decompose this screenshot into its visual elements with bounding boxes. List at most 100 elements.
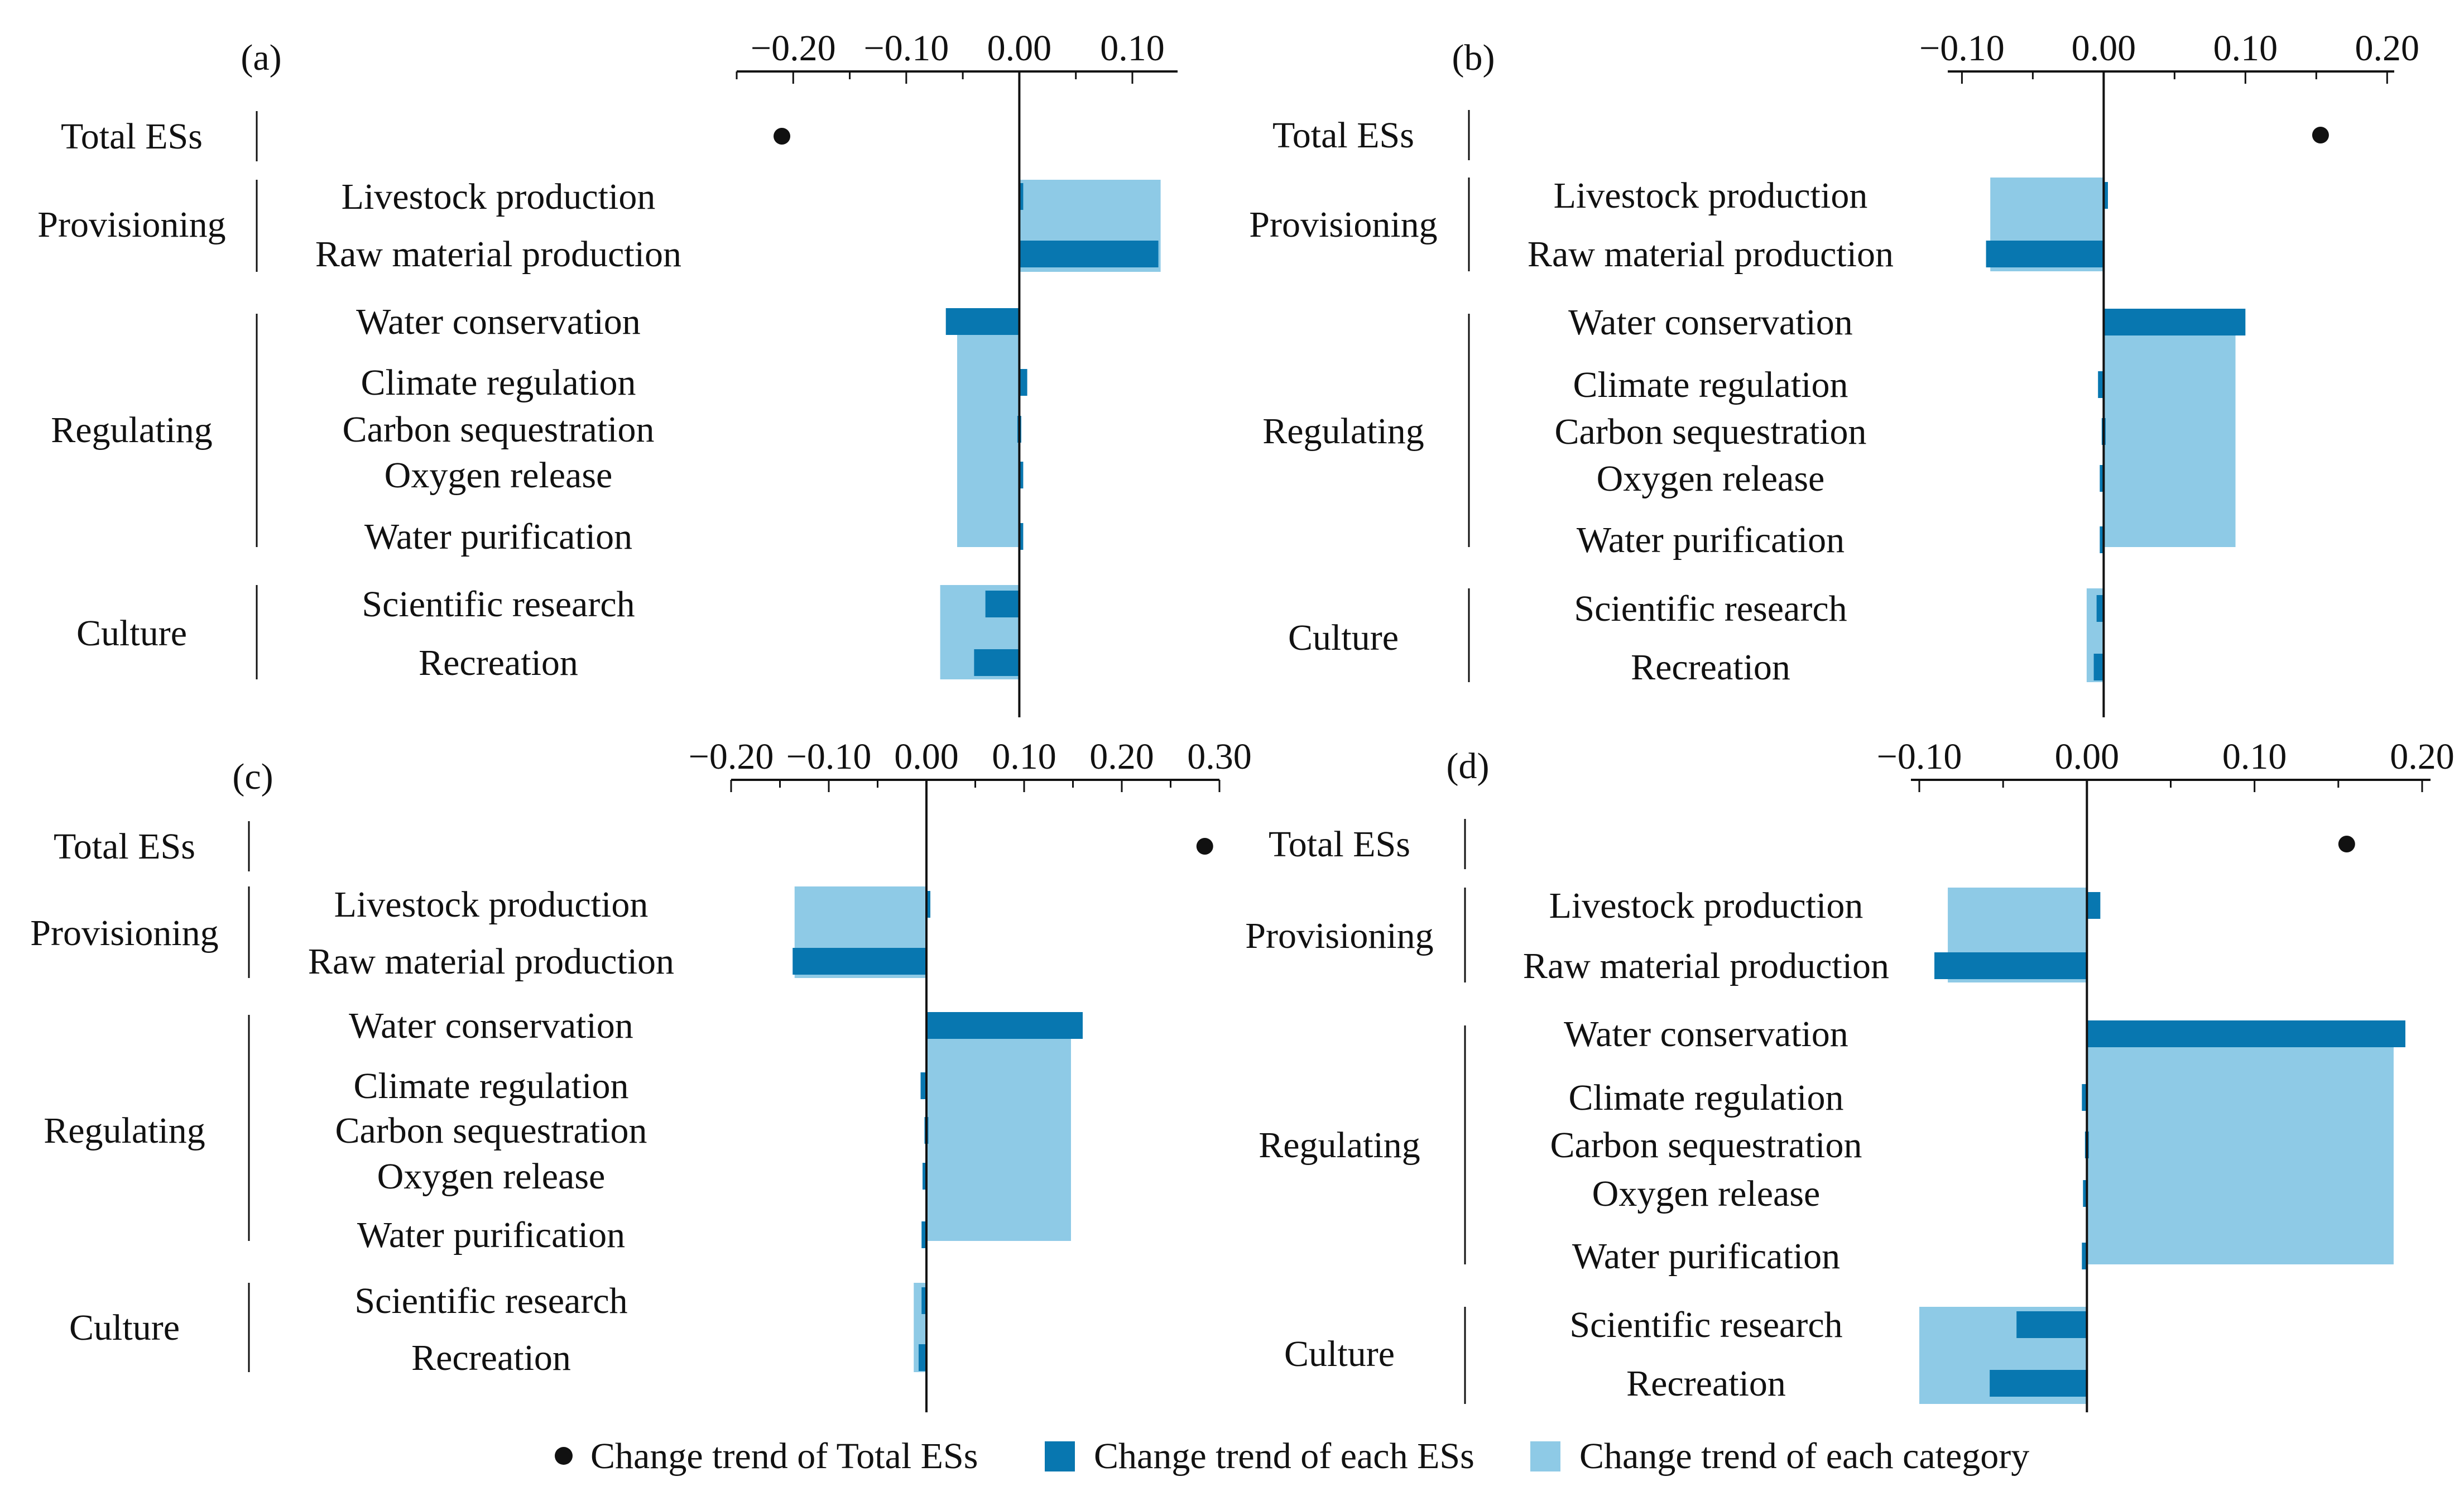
category-label: Regulating — [1259, 1125, 1420, 1166]
item-label: Carbon sequestration — [335, 1110, 647, 1151]
item-label: Livestock production — [1549, 885, 1863, 926]
item-label: Scientific research — [1569, 1305, 1842, 1345]
tick-label: 0.00 — [2055, 736, 2120, 777]
category-label: Provisioning — [1249, 204, 1437, 245]
item-bar-water-conservation — [2087, 1020, 2405, 1047]
item-label: Water purification — [1577, 520, 1845, 560]
tick-label: −0.10 — [1919, 28, 2005, 69]
tick-label: 0.10 — [1100, 28, 1165, 69]
item-bar-scientific-research — [2016, 1311, 2087, 1338]
item-bar-water-purification — [2100, 526, 2104, 553]
item-bar-water-conservation — [2103, 309, 2246, 335]
item-bar-livestock-production — [926, 891, 930, 918]
legend-item-label: Change trend of each ESs — [1094, 1436, 1474, 1477]
item-label: Water conservation — [349, 1005, 633, 1046]
panel-b: (b) −0.10 0.00 0.10 0.20 Total ESs Provisionin… — [1249, 28, 2419, 717]
item-label: Raw material production — [308, 941, 674, 982]
item-label: Scientific research — [362, 584, 635, 625]
tick-label: −0.20 — [751, 28, 836, 69]
category-label: Regulating — [44, 1110, 205, 1151]
item-bar-recreation — [919, 1344, 926, 1371]
total-label: Total ESs — [1272, 115, 1414, 156]
tick-label: 0.00 — [894, 736, 959, 777]
item-bar-recreation — [1990, 1370, 2087, 1397]
item-label: Raw material production — [1528, 234, 1894, 275]
item-bar-scientific-research — [985, 591, 1020, 617]
item-label: Carbon sequestration — [1554, 411, 1866, 452]
total-label: Total ESs — [61, 116, 203, 157]
category-bar-regulating — [2087, 1025, 2394, 1264]
item-bar-oxygen-release — [2100, 465, 2104, 492]
category-bar-regulating — [926, 1015, 1071, 1241]
item-label: Recreation — [1626, 1363, 1786, 1404]
item-bar-livestock-production — [2087, 892, 2101, 919]
item-bar-recreation — [974, 649, 1020, 676]
total-label: Total ESs — [54, 826, 195, 867]
panel-label: (b) — [1452, 37, 1495, 78]
category-label: Culture — [76, 613, 187, 654]
panel-c: (c) −0.20 −0.10 0.00 0.10 0.20 0.30 Total ESs Pr… — [30, 736, 1252, 1412]
category-bar-regulating — [957, 314, 1020, 547]
category-label: Regulating — [1262, 411, 1424, 452]
legend: Change trend of Total ESs Change trend of… — [555, 1436, 2029, 1477]
item-label: Climate regulation — [1568, 1077, 1843, 1118]
item-label: Oxygen release — [385, 455, 613, 496]
tick-label: 0.10 — [2213, 28, 2278, 69]
item-bar-oxygen-release — [1019, 462, 1024, 488]
tick-label: 0.00 — [987, 28, 1052, 69]
item-label: Climate regulation — [1573, 365, 1848, 405]
tick-label: 0.10 — [2222, 736, 2287, 777]
item-bar-climate-regulation — [2082, 1084, 2087, 1111]
total-dot — [1196, 838, 1213, 855]
item-label: Raw material production — [1523, 946, 1889, 986]
item-bar-oxygen-release — [923, 1163, 926, 1190]
category-bar-regulating — [2103, 314, 2236, 547]
item-bar-water-purification — [1019, 523, 1024, 550]
legend-category-label: Change trend of each category — [1579, 1436, 2029, 1477]
item-label: Recreation — [1631, 647, 1790, 688]
item-bar-livestock-production — [1019, 183, 1024, 210]
tick-label: 0.20 — [1089, 736, 1154, 777]
item-bar-water-conservation — [926, 1012, 1083, 1039]
panel-a: (a) −0.20 −0.10 0.00 0.10 Total ESs Provisioni… — [37, 28, 1178, 717]
total-label: Total ESs — [1269, 824, 1410, 865]
item-label: Water purification — [364, 516, 632, 557]
item-label: Oxygen release — [1597, 458, 1825, 499]
item-bar-water-purification — [2082, 1243, 2087, 1269]
item-label: Oxygen release — [377, 1156, 606, 1197]
tick-label: 0.20 — [2355, 28, 2420, 69]
tick-label: 0.00 — [2072, 28, 2136, 69]
panel-label: (d) — [1447, 746, 1490, 787]
item-label: Raw material production — [315, 234, 681, 275]
legend-item-marker — [1045, 1441, 1075, 1471]
total-dot — [2338, 836, 2355, 852]
item-label: Climate regulation — [353, 1066, 628, 1106]
item-label: Water purification — [1572, 1236, 1840, 1277]
item-label: Scientific research — [354, 1281, 627, 1321]
panel-label: (a) — [241, 37, 281, 78]
category-label: Provisioning — [37, 204, 225, 245]
item-bar-raw-material-production — [1019, 241, 1159, 267]
item-label: Scientific research — [1574, 588, 1847, 629]
item-label: Recreation — [419, 643, 578, 683]
item-bar-climate-regulation — [920, 1072, 926, 1099]
item-label: Livestock production — [334, 884, 649, 925]
tick-label: −0.10 — [1877, 736, 1962, 777]
tick-label: 0.10 — [992, 736, 1056, 777]
tick-label: 0.20 — [2390, 736, 2455, 777]
item-bar-raw-material-production — [792, 948, 926, 975]
legend-total-label: Change trend of Total ESs — [590, 1436, 978, 1477]
category-label: Culture — [1288, 617, 1399, 658]
item-bar-raw-material-production — [1934, 952, 2087, 979]
total-dot — [2312, 127, 2329, 143]
item-bar-climate-regulation — [2098, 371, 2104, 398]
item-label: Climate regulation — [361, 362, 636, 403]
category-label: Culture — [69, 1307, 180, 1348]
total-dot — [774, 128, 791, 145]
panel-d: (d) −0.10 0.00 0.10 0.20 Total ESs Provisionin… — [1245, 736, 2455, 1412]
item-label: Water conservation — [1568, 302, 1853, 343]
item-label: Livestock production — [1554, 175, 1868, 216]
item-bar-water-purification — [921, 1221, 926, 1248]
